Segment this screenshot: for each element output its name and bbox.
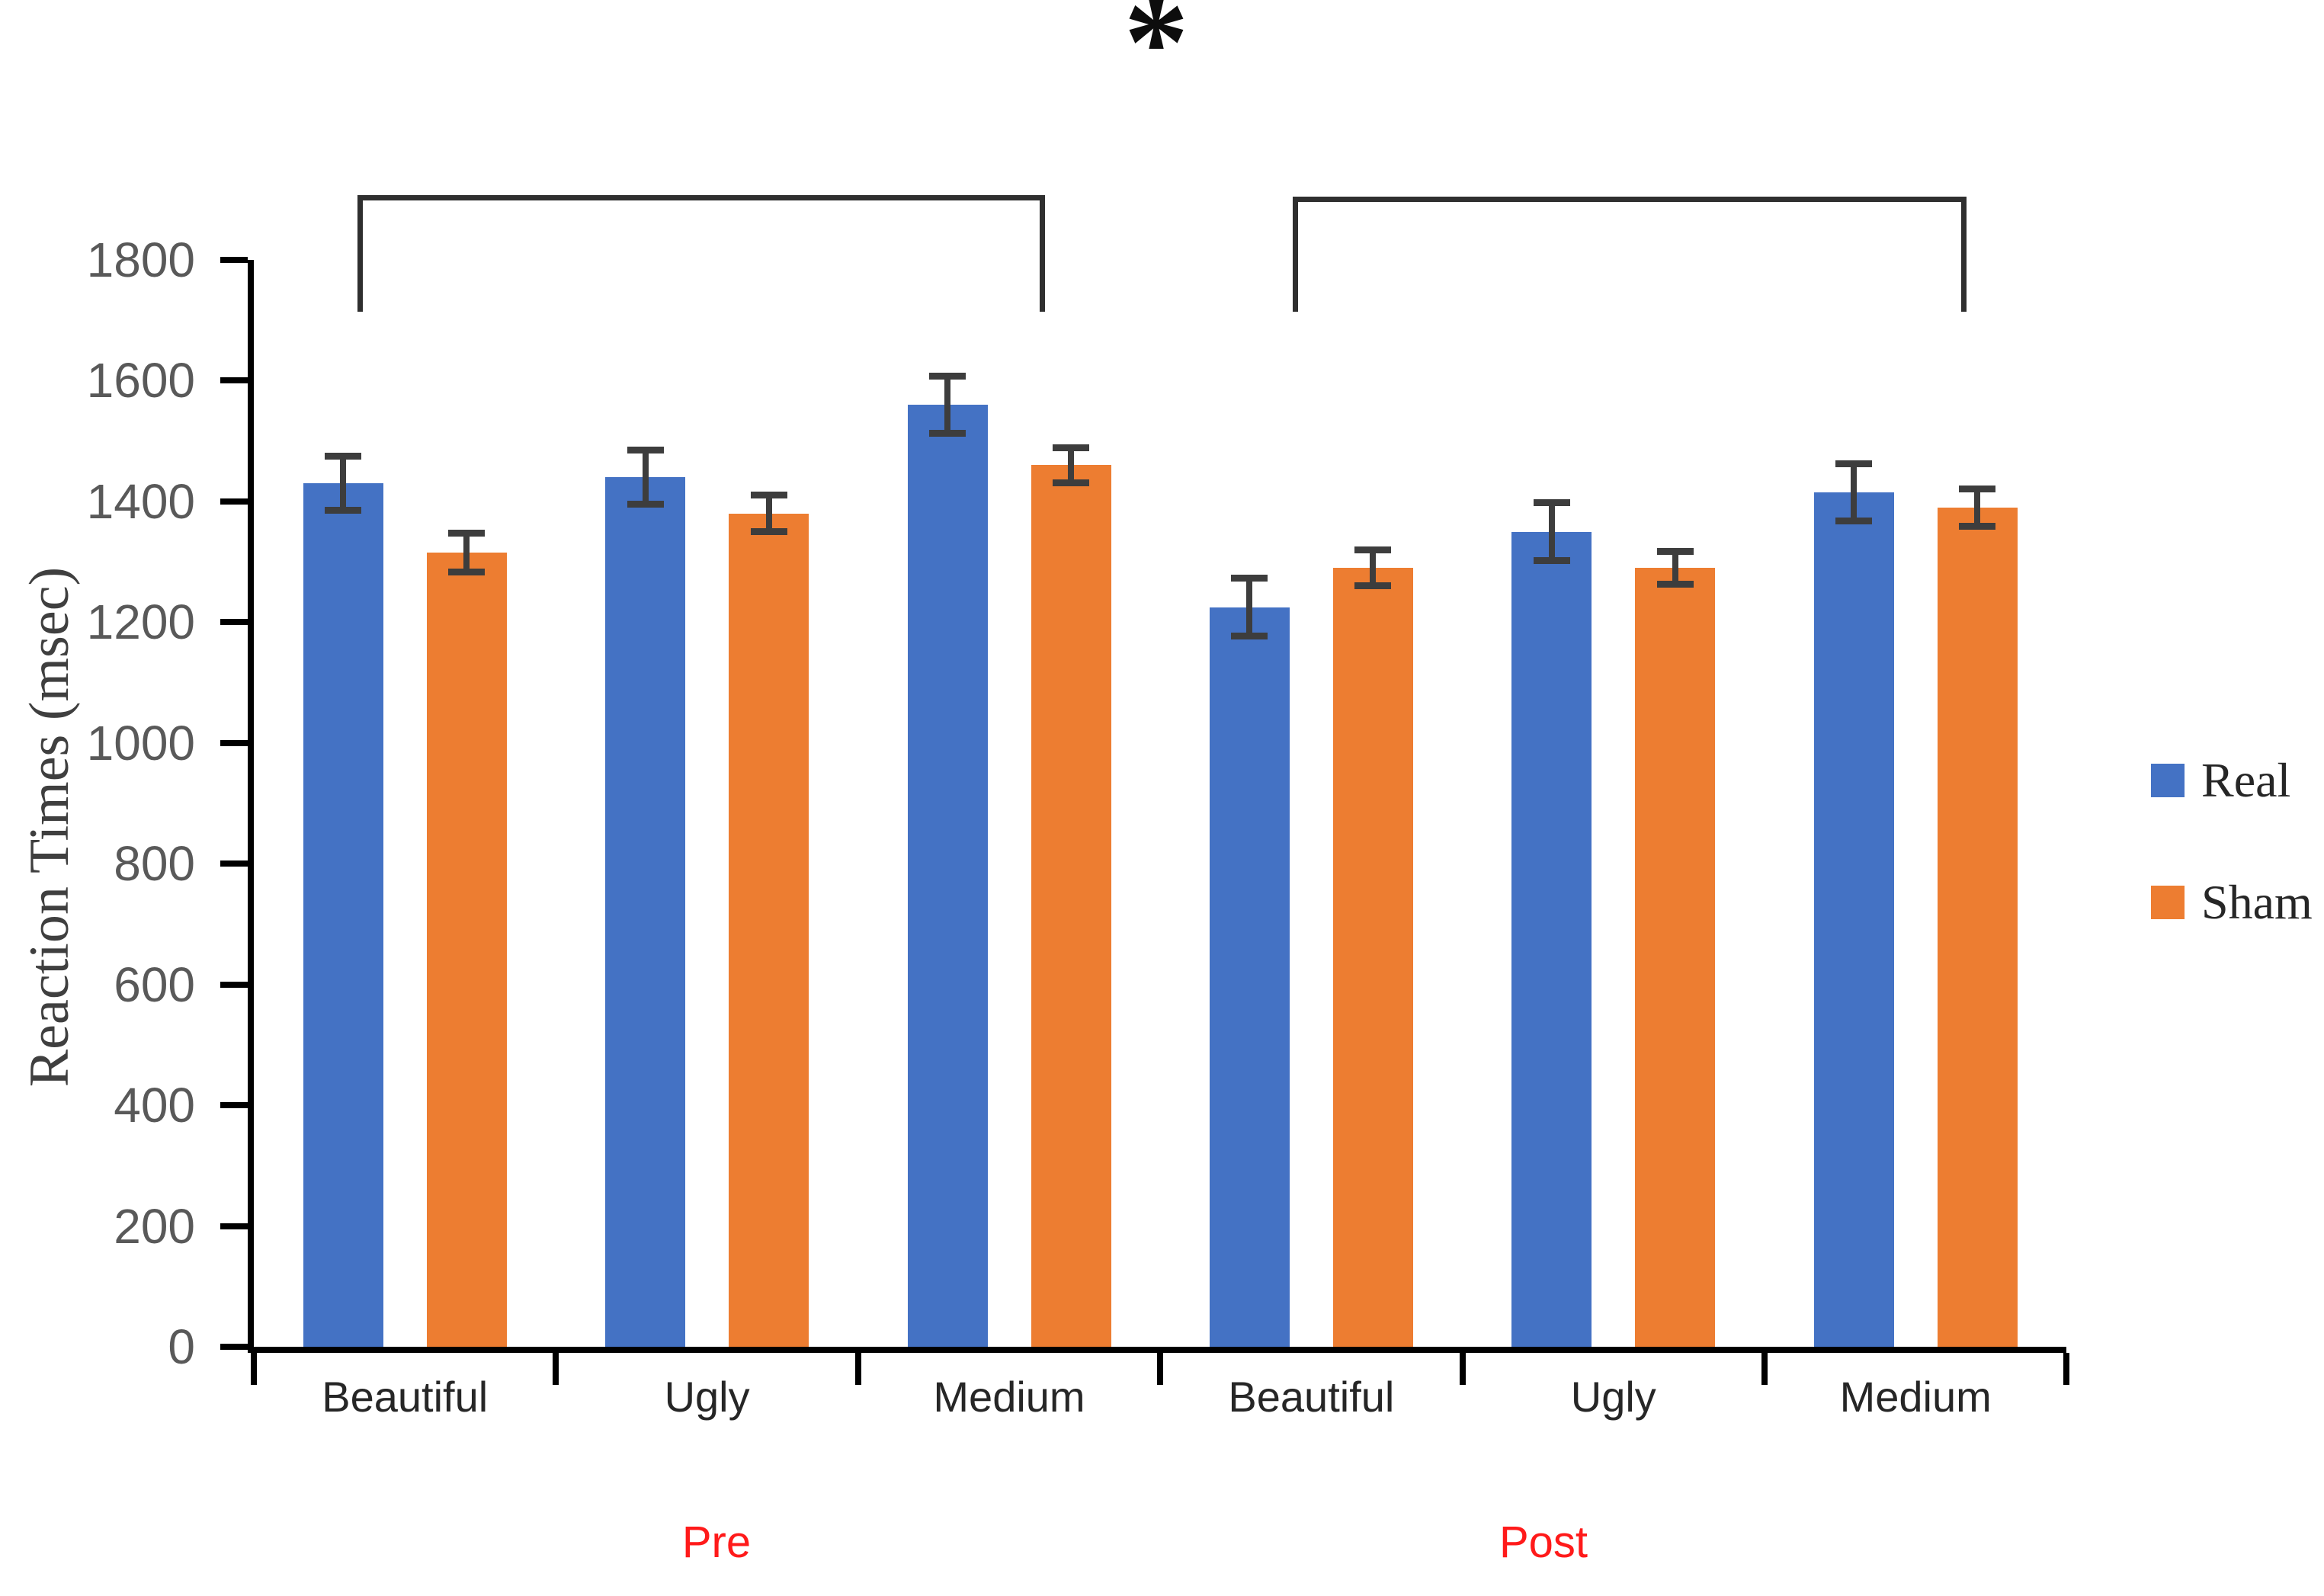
- bar-real-pre-ugly: [605, 477, 686, 1347]
- y-axis-line: [248, 260, 254, 1353]
- error-bar-whisker: [463, 533, 470, 572]
- x-axis-tick: [1459, 1353, 1466, 1385]
- bar-sham-post-beautiful: [1332, 568, 1413, 1347]
- sham-series-swatch: [2151, 886, 2185, 919]
- significance-bracket-post: [1293, 197, 1967, 312]
- category-label-post-ugly: Ugly: [1570, 1373, 1656, 1421]
- error-bar-cap-bottom: [627, 501, 664, 508]
- error-bar-whisker: [340, 456, 347, 511]
- error-bar-whisker: [1370, 550, 1377, 586]
- error-bar-cap-top: [750, 492, 787, 499]
- y-axis-tick: [220, 860, 248, 867]
- error-bar-cap-top: [1835, 460, 1873, 468]
- error-bar-cap-top: [627, 447, 664, 454]
- error-bar-cap-bottom: [1231, 633, 1268, 640]
- error-bar-cap-top: [1533, 498, 1570, 506]
- y-tick-label: 600: [114, 957, 195, 1012]
- error-bar-whisker: [1672, 551, 1678, 585]
- error-bar-cap-top: [1231, 575, 1268, 582]
- y-axis-tick: [220, 739, 248, 746]
- y-tick-label: 1600: [86, 353, 195, 409]
- error-bar-cap-bottom: [1533, 557, 1570, 565]
- significance-asterisk: *: [1124, 0, 1189, 114]
- y-tick-label: 1200: [86, 594, 195, 650]
- error-bar-cap-top: [448, 530, 486, 537]
- error-bar-whisker: [1068, 447, 1074, 483]
- y-tick-label: 0: [168, 1319, 195, 1374]
- real-series-swatch: [2151, 764, 2185, 797]
- error-bar-cap-top: [1959, 485, 1996, 492]
- y-tick-label: 800: [114, 836, 195, 892]
- y-axis-tick: [220, 498, 248, 505]
- error-bar-whisker: [1974, 489, 1981, 527]
- error-bar-whisker: [1851, 463, 1858, 521]
- error-bar-cap-top: [1354, 546, 1392, 553]
- x-axis-line: [248, 1347, 2066, 1353]
- y-axis-tick: [220, 981, 248, 988]
- bar-real-pre-beautiful: [303, 483, 383, 1347]
- bar-real-post-medium: [1813, 492, 1894, 1347]
- error-bar-cap-bottom: [1354, 582, 1392, 590]
- legend-label-real: Real: [2201, 753, 2291, 807]
- error-bar-whisker: [1548, 502, 1555, 561]
- category-label-pre-medium: Medium: [933, 1373, 1085, 1421]
- y-axis-tick: [220, 377, 248, 384]
- y-axis-tick: [220, 257, 248, 263]
- x-axis-tick: [1761, 1353, 1768, 1385]
- category-label-post-beautiful: Beautiful: [1228, 1373, 1395, 1421]
- legend-item-sham: Sham: [2151, 878, 2313, 927]
- bar-sham-post-medium: [1937, 507, 2018, 1347]
- error-bar-cap-top: [929, 373, 966, 380]
- error-bar-cap-bottom: [929, 429, 966, 437]
- x-axis-tick: [2063, 1353, 2070, 1385]
- error-bar-cap-top: [1053, 444, 1089, 451]
- error-bar-cap-bottom: [1053, 479, 1089, 486]
- significance-bracket-pre: [357, 195, 1045, 312]
- group-label-post: Post: [1499, 1517, 1588, 1567]
- legend-item-real: Real: [2151, 756, 2313, 805]
- y-tick-label: 1400: [86, 473, 195, 529]
- bar-real-post-beautiful: [1209, 607, 1290, 1347]
- error-bar-whisker: [1246, 578, 1253, 636]
- category-label-pre-ugly: Ugly: [664, 1373, 750, 1421]
- bar-sham-pre-ugly: [729, 513, 809, 1347]
- y-axis-tick: [220, 619, 248, 626]
- x-axis-tick: [1157, 1353, 1164, 1385]
- error-bar-cap-top: [325, 452, 362, 460]
- error-bar-cap-bottom: [750, 528, 787, 535]
- error-bar-whisker: [765, 495, 772, 532]
- bar-sham-pre-beautiful: [426, 553, 507, 1347]
- category-label-pre-beautiful: Beautiful: [322, 1373, 489, 1421]
- legend: Real Sham: [2151, 756, 2313, 927]
- x-axis-tick: [251, 1353, 257, 1385]
- error-bar-whisker: [642, 450, 649, 505]
- group-label-pre: Pre: [681, 1517, 752, 1567]
- bar-sham-post-ugly: [1635, 568, 1716, 1347]
- category-label-post-medium: Medium: [1839, 1373, 1992, 1421]
- y-tick-label: 400: [114, 1078, 195, 1133]
- legend-label-sham: Sham: [2201, 875, 2313, 929]
- y-axis-tick: [220, 1102, 248, 1109]
- error-bar-cap-bottom: [325, 507, 362, 514]
- bar-real-pre-medium: [907, 405, 988, 1347]
- y-tick-label: 1800: [86, 232, 195, 287]
- y-axis-tick: [220, 1223, 248, 1229]
- error-bar-cap-bottom: [1959, 522, 1996, 530]
- y-tick-label: 200: [114, 1198, 195, 1254]
- x-axis-tick: [553, 1353, 559, 1385]
- error-bar-whisker: [944, 376, 950, 434]
- error-bar-cap-top: [1656, 548, 1694, 556]
- x-axis-tick: [854, 1353, 861, 1385]
- y-axis-tick: [220, 1344, 248, 1350]
- error-bar-cap-bottom: [448, 569, 486, 576]
- bar-real-post-ugly: [1511, 531, 1592, 1347]
- bar-sham-pre-medium: [1031, 465, 1111, 1347]
- y-tick-label: 1000: [86, 715, 195, 771]
- error-bar-cap-bottom: [1835, 517, 1873, 524]
- error-bar-cap-bottom: [1656, 580, 1694, 588]
